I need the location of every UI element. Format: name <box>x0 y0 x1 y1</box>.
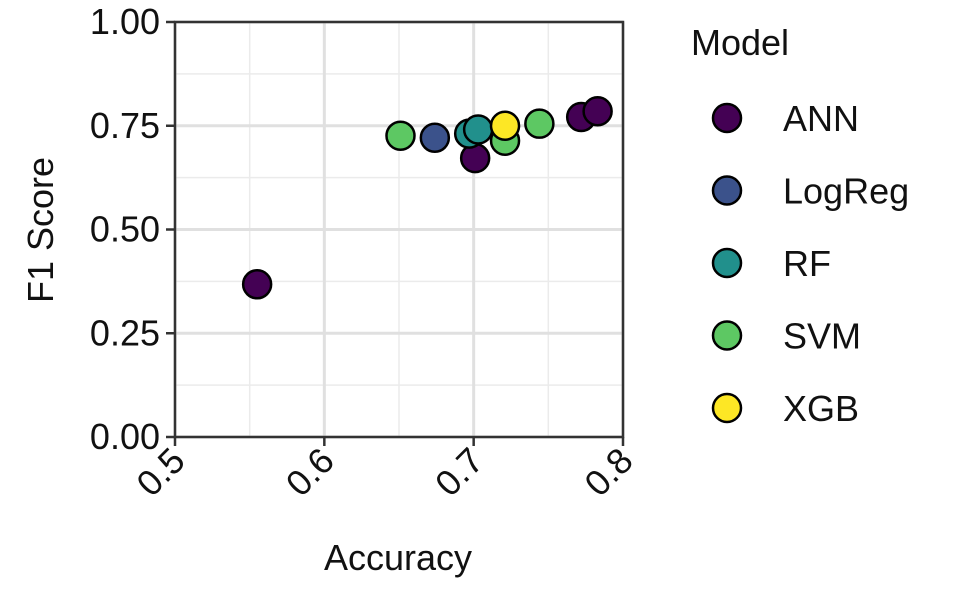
data-point-logreg <box>419 122 451 154</box>
grid-lines <box>173 20 625 439</box>
data-point-svm <box>385 120 416 151</box>
y-tick-label: 1.00 <box>90 1 160 42</box>
legend-label-xgb: XGB <box>783 388 859 429</box>
x-tick-labels: 0.5 0.6 0.7 0.8 <box>128 437 641 504</box>
legend: Model ANN LogReg RF SVM XGB <box>691 22 909 429</box>
y-tick-label: 0.75 <box>90 105 160 146</box>
legend-key-svm <box>711 320 743 351</box>
y-tick-label: 0.00 <box>90 416 160 457</box>
data-point-ann <box>241 269 273 300</box>
legend-key-xgb <box>711 392 743 424</box>
data-points <box>241 95 613 300</box>
y-tick-label: 0.25 <box>90 312 160 353</box>
x-tick-label: 0.7 <box>427 440 491 504</box>
legend-label-rf: RF <box>783 243 831 284</box>
data-point-ann <box>582 95 613 127</box>
legend-key-logreg <box>711 175 743 206</box>
x-tick-label: 0.6 <box>278 440 342 504</box>
legend-label-logreg: LogReg <box>783 171 909 212</box>
y-axis-title: F1 Score <box>20 157 61 303</box>
y-tick-label: 0.50 <box>90 209 160 250</box>
legend-key-rf <box>711 247 743 279</box>
x-tick-label: 0.8 <box>576 440 640 504</box>
legend-key-ann <box>711 102 743 134</box>
data-point-xgb <box>489 110 521 141</box>
y-tick-labels: 0.00 0.25 0.50 0.75 1.00 <box>90 1 175 457</box>
x-axis-title: Accuracy <box>324 537 472 578</box>
legend-title: Model <box>691 22 789 63</box>
legend-label-ann: ANN <box>783 98 859 139</box>
data-point-svm <box>524 108 555 139</box>
data-point-rf <box>462 114 494 145</box>
legend-label-svm: SVM <box>783 316 861 357</box>
